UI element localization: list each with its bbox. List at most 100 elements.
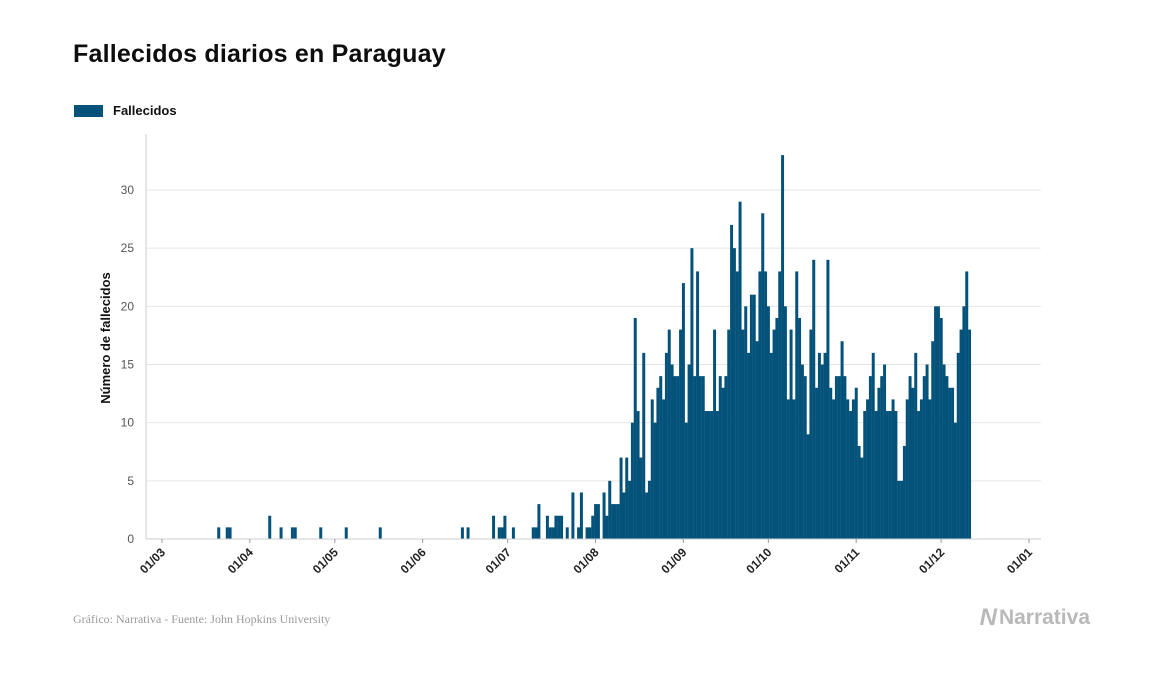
bar <box>783 306 787 539</box>
bar <box>902 445 906 539</box>
bar <box>605 515 609 539</box>
bar <box>639 457 643 539</box>
bar <box>809 329 813 539</box>
bar <box>860 457 864 539</box>
bar <box>741 329 745 539</box>
bar <box>738 201 742 539</box>
bar <box>647 480 651 539</box>
x-tick-label: 01/11 <box>832 545 863 576</box>
bar <box>551 527 555 539</box>
bar <box>798 317 802 539</box>
bar <box>871 352 875 539</box>
bar <box>268 515 272 539</box>
bar <box>812 259 816 539</box>
bar <box>727 329 731 539</box>
bar <box>679 329 683 539</box>
bar <box>625 457 629 539</box>
legend-swatch <box>74 104 103 117</box>
x-tick-label: 01/12 <box>916 545 947 576</box>
bar <box>466 527 470 539</box>
bar <box>676 376 680 539</box>
bar <box>217 527 221 539</box>
bar <box>713 329 717 539</box>
bar <box>761 213 765 539</box>
bar <box>826 259 830 539</box>
bar <box>537 504 541 539</box>
bar <box>832 399 836 539</box>
bar <box>772 329 776 539</box>
bar <box>755 341 759 539</box>
bar <box>531 527 535 539</box>
bar <box>778 271 782 539</box>
bar <box>608 480 612 539</box>
bar <box>758 271 762 539</box>
y-tick-label: 15 <box>121 358 135 372</box>
bar <box>687 364 691 539</box>
bar <box>579 492 583 539</box>
bar <box>914 352 918 539</box>
bar <box>293 527 297 539</box>
bar <box>619 457 623 539</box>
bar <box>602 492 606 539</box>
bar <box>681 283 685 539</box>
bar <box>885 411 889 539</box>
bar <box>747 352 751 539</box>
bar <box>693 376 697 539</box>
source-note: Gráfico: Narrativa - Fuente: John Hopkin… <box>73 612 331 626</box>
bar <box>781 155 785 539</box>
x-tick-label: 01/08 <box>570 545 601 576</box>
bar <box>744 306 748 539</box>
bar <box>792 399 796 539</box>
bar <box>936 306 940 539</box>
bar <box>653 422 657 539</box>
bar <box>650 399 654 539</box>
bar <box>690 248 694 540</box>
bar <box>948 387 952 539</box>
bar <box>922 376 926 539</box>
bar <box>588 527 592 539</box>
bar <box>545 515 549 539</box>
bar <box>585 527 589 539</box>
bar <box>829 387 833 539</box>
bar <box>775 317 779 539</box>
bar <box>628 480 632 539</box>
y-tick-label: 20 <box>121 299 135 313</box>
bar <box>800 364 804 539</box>
bar <box>766 306 770 539</box>
bar <box>344 527 348 539</box>
bar <box>883 364 887 539</box>
bar <box>633 317 637 539</box>
bar <box>908 376 912 539</box>
x-tick-label: 01/06 <box>398 545 429 576</box>
bar <box>854 387 858 539</box>
bar <box>636 411 640 539</box>
bar <box>942 364 946 539</box>
bar <box>951 387 955 539</box>
bar <box>815 387 819 539</box>
bar <box>786 399 790 539</box>
bar <box>611 504 615 539</box>
y-tick-label: 25 <box>121 241 135 255</box>
brand-name: Narrativa <box>998 606 1090 629</box>
bar <box>928 399 932 539</box>
bar <box>820 364 824 539</box>
bar <box>718 376 722 539</box>
bar <box>659 376 663 539</box>
bar <box>905 399 909 539</box>
y-tick-label: 0 <box>127 532 134 546</box>
x-tick-label: 01/05 <box>310 545 341 576</box>
bar <box>557 515 561 539</box>
bar <box>710 411 714 539</box>
bar <box>560 515 564 539</box>
bar <box>769 352 773 539</box>
brand-logo: N Narrativa <box>980 604 1090 632</box>
bar <box>925 364 929 539</box>
bar <box>857 445 861 539</box>
y-tick-label: 30 <box>121 183 135 197</box>
legend: Fallecidos <box>74 103 177 118</box>
bar <box>704 411 708 539</box>
bar <box>642 352 646 539</box>
bar <box>866 399 870 539</box>
brand-mark-icon: N <box>979 604 997 631</box>
bar <box>613 504 617 539</box>
